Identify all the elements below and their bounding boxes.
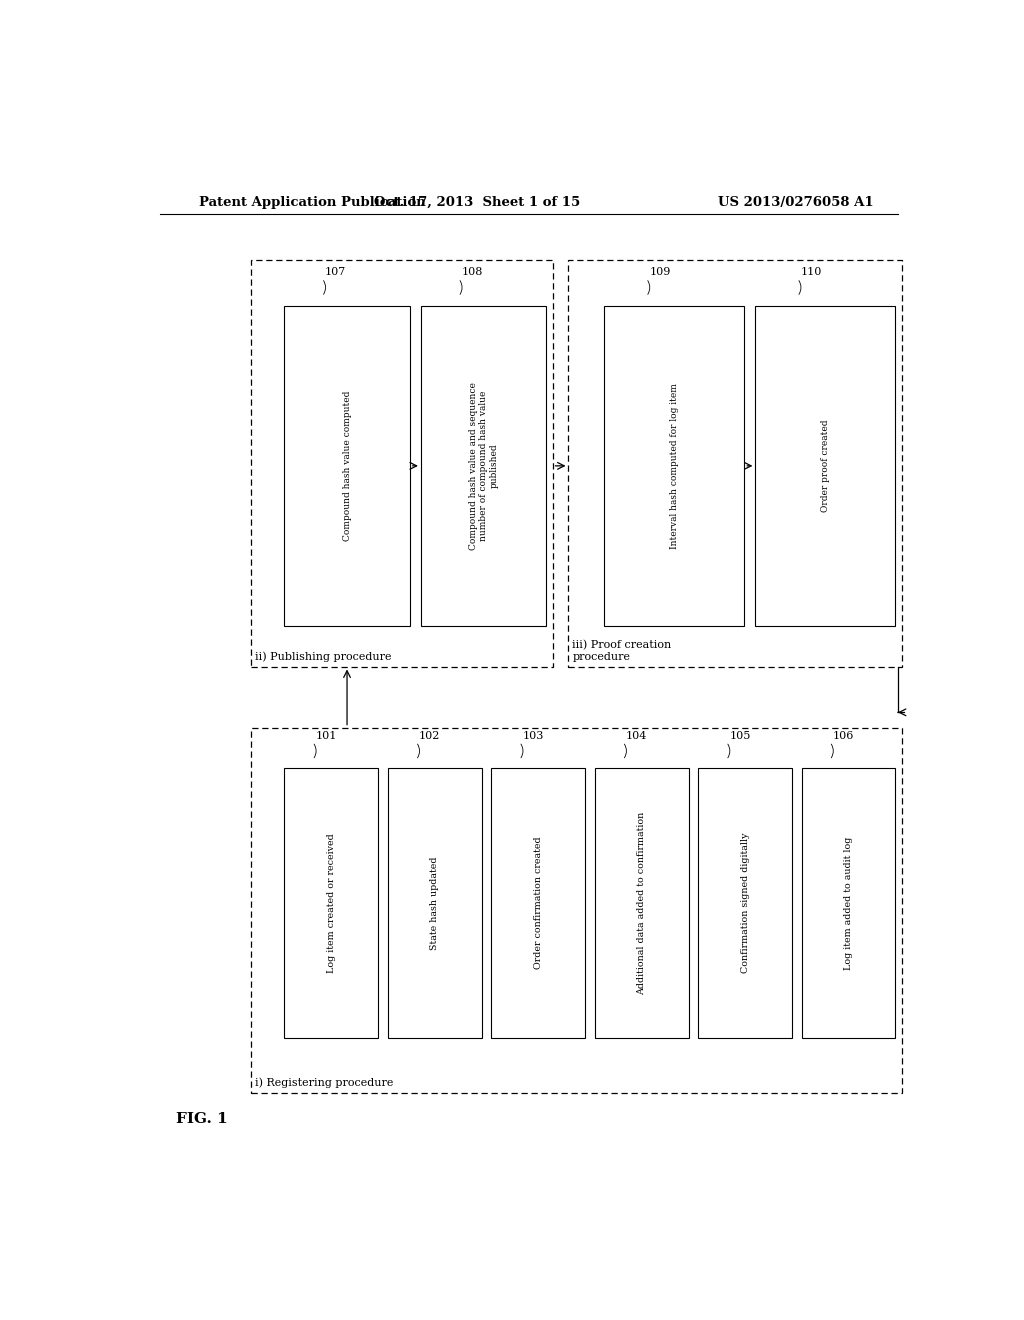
- Text: Confirmation signed digitally: Confirmation signed digitally: [740, 833, 750, 973]
- Text: US 2013/0276058 A1: US 2013/0276058 A1: [719, 195, 873, 209]
- Text: Additional data added to confirmation: Additional data added to confirmation: [637, 812, 646, 994]
- Text: 110: 110: [801, 268, 822, 277]
- Text: iii) Proof creation
procedure: iii) Proof creation procedure: [572, 640, 672, 661]
- Bar: [568, 260, 902, 667]
- Text: Compound hash value computed: Compound hash value computed: [343, 391, 351, 541]
- Bar: [604, 306, 744, 626]
- Text: 107: 107: [326, 268, 346, 277]
- Bar: [802, 768, 895, 1038]
- Text: 104: 104: [626, 731, 647, 741]
- Bar: [251, 260, 553, 667]
- Bar: [285, 768, 378, 1038]
- Bar: [388, 768, 481, 1038]
- Text: ii) Publishing procedure: ii) Publishing procedure: [255, 651, 391, 661]
- Text: 108: 108: [462, 268, 483, 277]
- Text: Oct. 17, 2013  Sheet 1 of 15: Oct. 17, 2013 Sheet 1 of 15: [374, 195, 581, 209]
- Bar: [492, 768, 585, 1038]
- Text: i) Registering procedure: i) Registering procedure: [255, 1078, 393, 1089]
- Text: FIG. 1: FIG. 1: [176, 1111, 227, 1126]
- Text: 101: 101: [315, 731, 337, 741]
- Text: 105: 105: [729, 731, 751, 741]
- Bar: [595, 768, 688, 1038]
- Text: Log item created or received: Log item created or received: [327, 833, 336, 973]
- Bar: [756, 306, 895, 626]
- Text: Interval hash computed for log item: Interval hash computed for log item: [670, 383, 679, 549]
- Text: 109: 109: [649, 268, 671, 277]
- Text: Compound hash value and sequence
number of compound hash value
published: Compound hash value and sequence number …: [469, 381, 499, 550]
- Bar: [285, 306, 410, 626]
- Text: Patent Application Publication: Patent Application Publication: [200, 195, 426, 209]
- Text: State hash updated: State hash updated: [430, 857, 439, 949]
- Bar: [698, 768, 792, 1038]
- Bar: [251, 727, 902, 1093]
- Text: Log item added to audit log: Log item added to audit log: [844, 837, 853, 970]
- Text: Order proof created: Order proof created: [821, 420, 829, 512]
- Text: 106: 106: [833, 731, 854, 741]
- Text: 103: 103: [522, 731, 544, 741]
- Text: Order confirmation created: Order confirmation created: [534, 837, 543, 969]
- Text: 102: 102: [419, 731, 440, 741]
- Bar: [421, 306, 546, 626]
